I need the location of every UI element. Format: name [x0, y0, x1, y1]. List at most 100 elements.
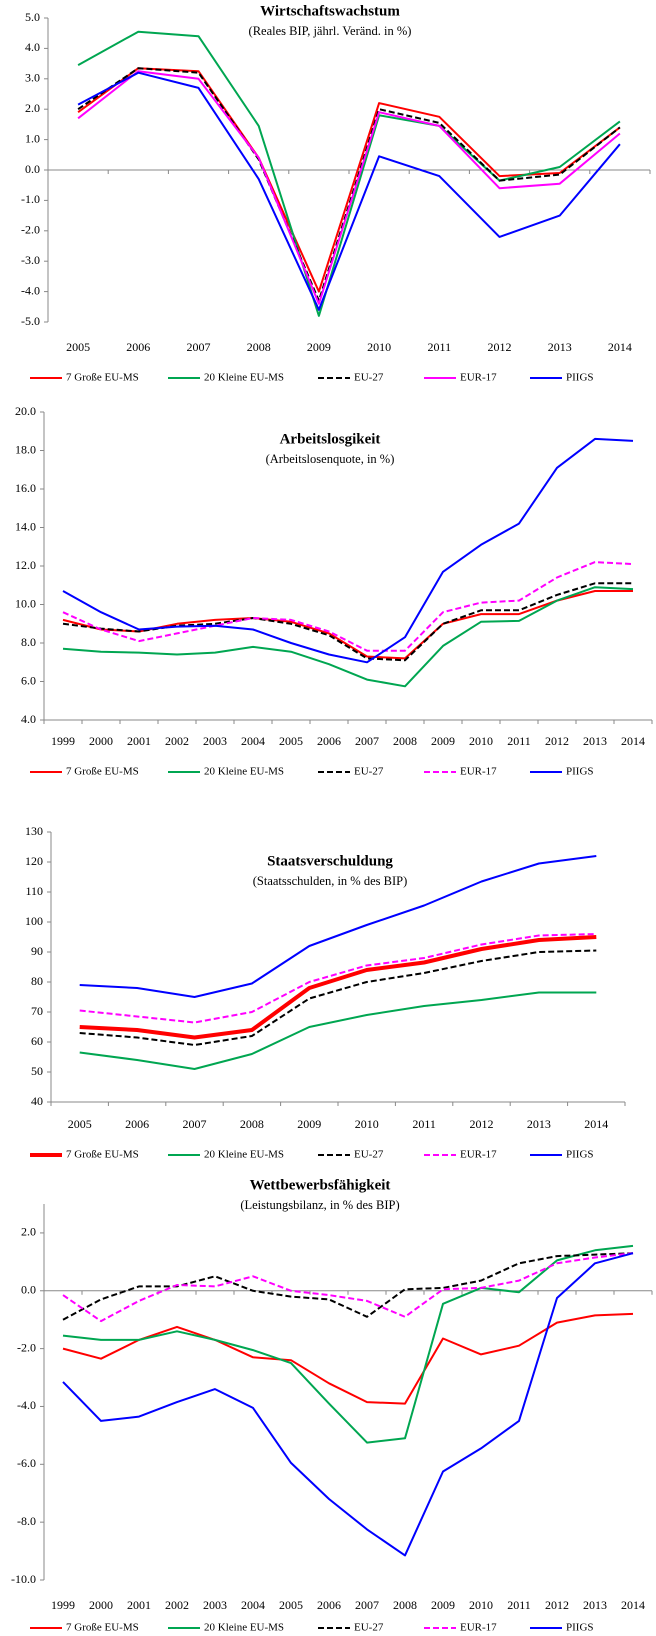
x-tick-label: 2003 [203, 1598, 227, 1612]
y-tick-label: 110 [25, 884, 43, 898]
y-tick-label: 20.0 [15, 404, 36, 418]
legend-label: EUR-17 [460, 372, 497, 384]
y-tick-label: -4.0 [17, 1398, 36, 1412]
y-tick-label: -5.0 [21, 314, 40, 328]
x-tick-label: 2010 [469, 734, 493, 748]
x-tick-label: 2009 [297, 1117, 321, 1131]
y-tick-label: -10.0 [11, 1572, 36, 1586]
x-tick-label: 2010 [469, 1598, 493, 1612]
y-tick-label: -3.0 [21, 253, 40, 267]
x-tick-label: 2009 [307, 340, 331, 354]
legend-label: EU-27 [354, 1149, 384, 1161]
x-tick-label: 2007 [183, 1117, 207, 1131]
x-tick-label: 2010 [367, 340, 391, 354]
y-tick-label: -8.0 [17, 1514, 36, 1528]
series-line [62, 437, 634, 664]
y-tick-label: -6.0 [17, 1456, 36, 1470]
x-tick-label: 2007 [355, 734, 379, 748]
y-tick-label: 14.0 [15, 519, 36, 533]
x-tick-label: 2012 [545, 734, 569, 748]
y-tick-label: 3.0 [25, 71, 40, 85]
y-tick-label: 18.0 [15, 442, 36, 456]
y-tick-label: 1.0 [25, 131, 40, 145]
x-tick-label: 2005 [68, 1117, 92, 1131]
x-tick-label: 2006 [126, 340, 150, 354]
x-tick-label: 2011 [507, 734, 531, 748]
chart-subtitle: (Reales BIP, jährl. Veränd. in %) [249, 24, 412, 38]
legend-label: EUR-17 [460, 766, 497, 778]
series-line [62, 1252, 634, 1557]
y-tick-label: 90 [31, 944, 43, 958]
y-tick-label: 16.0 [15, 481, 36, 495]
y-tick-label: 70 [31, 1004, 43, 1018]
y-tick-label: 130 [25, 824, 43, 838]
x-tick-label: 2011 [507, 1598, 531, 1612]
x-tick-label: 2003 [203, 734, 227, 748]
legend-label: 7 Große EU-MS [66, 372, 139, 384]
x-tick-label: 2006 [317, 1598, 341, 1612]
y-tick-label: 4.0 [21, 712, 36, 726]
x-tick-label: 2012 [470, 1117, 494, 1131]
chart-subtitle: (Staatsschulden, in % des BIP) [253, 874, 408, 888]
y-tick-label: 80 [31, 974, 43, 988]
series-line [62, 1252, 634, 1323]
x-tick-label: 2014 [584, 1117, 608, 1131]
y-tick-label: 8.0 [21, 635, 36, 649]
y-tick-label: 4.0 [25, 40, 40, 54]
x-tick-label: 1999 [51, 1598, 75, 1612]
y-tick-label: 6.0 [21, 673, 36, 687]
x-tick-label: 2008 [393, 1598, 417, 1612]
x-tick-label: 2009 [431, 734, 455, 748]
y-tick-label: 100 [25, 914, 43, 928]
chart-title: Arbeitslosgikeit [280, 431, 381, 447]
y-tick-label: 60 [31, 1034, 43, 1048]
legend-label: EU-27 [354, 372, 384, 384]
chart-title: Staatsverschuldung [267, 853, 393, 869]
y-tick-label: 5.0 [25, 10, 40, 24]
x-tick-label: 2000 [89, 1598, 113, 1612]
series-line [79, 933, 597, 1024]
x-tick-label: 2005 [66, 340, 90, 354]
legend-label: 20 Kleine EU-MS [204, 1622, 284, 1634]
legend-label: 7 Große EU-MS [66, 1622, 139, 1634]
y-tick-label: -1.0 [21, 192, 40, 206]
x-tick-label: 2014 [621, 1598, 645, 1612]
series-line [62, 1312, 634, 1405]
series-line [62, 582, 633, 662]
y-tick-label: 0.0 [25, 162, 40, 176]
legend-label: EUR-17 [460, 1622, 497, 1634]
x-tick-label: 2013 [583, 1598, 607, 1612]
series-line [79, 855, 597, 998]
x-tick-label: 2009 [431, 1598, 455, 1612]
x-tick-label: 2014 [608, 340, 632, 354]
y-tick-label: 2.0 [21, 1225, 36, 1239]
series-line [77, 71, 621, 311]
x-tick-label: 2007 [187, 340, 211, 354]
legend-label: PIIGS [566, 1149, 594, 1161]
x-tick-label: 2013 [548, 340, 572, 354]
series-line [62, 1252, 634, 1321]
y-tick-label: 50 [31, 1064, 43, 1078]
x-tick-label: 2008 [240, 1117, 264, 1131]
legend-label: EU-27 [354, 766, 384, 778]
legend-label: EUR-17 [460, 1149, 497, 1161]
series-line [77, 70, 621, 305]
series-line [62, 586, 634, 688]
series-line [79, 949, 597, 1046]
x-tick-label: 2008 [393, 734, 417, 748]
y-tick-label: 120 [25, 854, 43, 868]
x-tick-label: 2002 [165, 734, 189, 748]
legend-label: 20 Kleine EU-MS [204, 766, 284, 778]
series-line [79, 935, 597, 1040]
x-tick-label: 2004 [241, 1598, 265, 1612]
series-line [77, 67, 621, 302]
y-tick-label: -2.0 [21, 223, 40, 237]
legend-label: PIIGS [566, 766, 594, 778]
y-tick-label: 40 [31, 1094, 43, 1108]
chart-title: Wirtschaftswachstum [260, 3, 400, 19]
legend-label: 20 Kleine EU-MS [204, 1149, 284, 1161]
x-tick-label: 2011 [428, 340, 452, 354]
y-tick-label: 10.0 [15, 596, 36, 610]
